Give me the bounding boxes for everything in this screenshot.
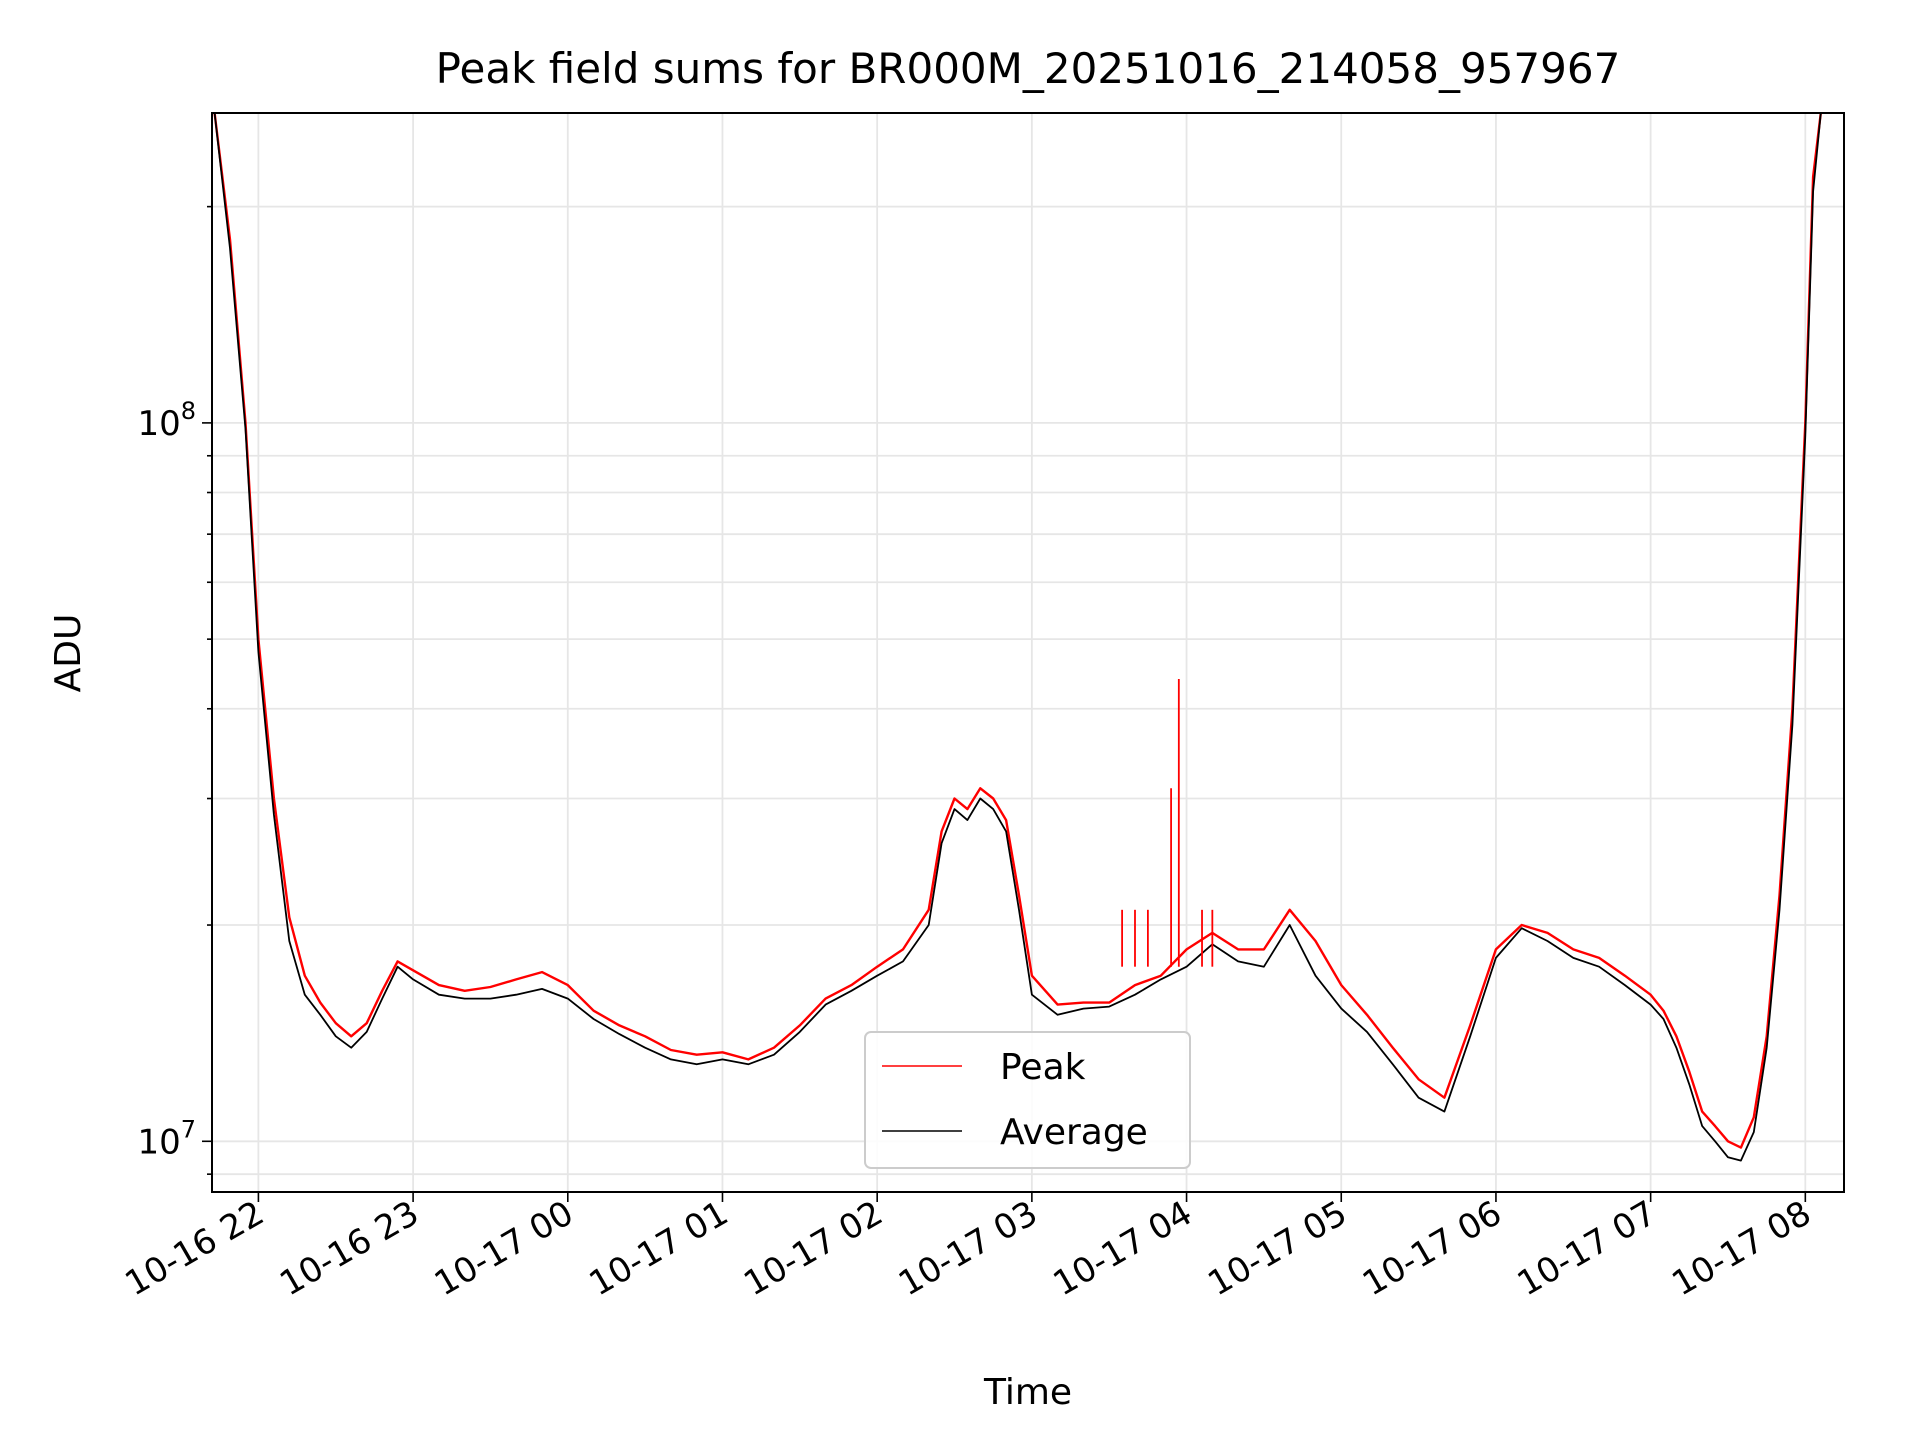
series-line-average [213, 113, 1822, 1162]
legend-label-peak: Peak [1000, 1047, 1086, 1088]
chart-title: Peak field sums for BR000M_20251016_2140… [436, 44, 1621, 93]
legend: Peak Average [864, 1031, 1191, 1169]
y-tick-label: 107 [137, 1115, 196, 1162]
x-axis-label: Time [983, 1372, 1072, 1413]
axes-frame [211, 112, 1845, 1193]
legend-label-average: Average [1000, 1112, 1148, 1153]
grid-lines [212, 113, 1844, 1192]
y-tick-label: 108 [137, 397, 196, 444]
plot-area [213, 113, 1822, 1162]
y-axis: 107 108 [137, 205, 212, 1175]
series-line-peak [213, 113, 1822, 1149]
y-axis-label: ADU [48, 614, 89, 693]
series-group [213, 113, 1822, 1162]
